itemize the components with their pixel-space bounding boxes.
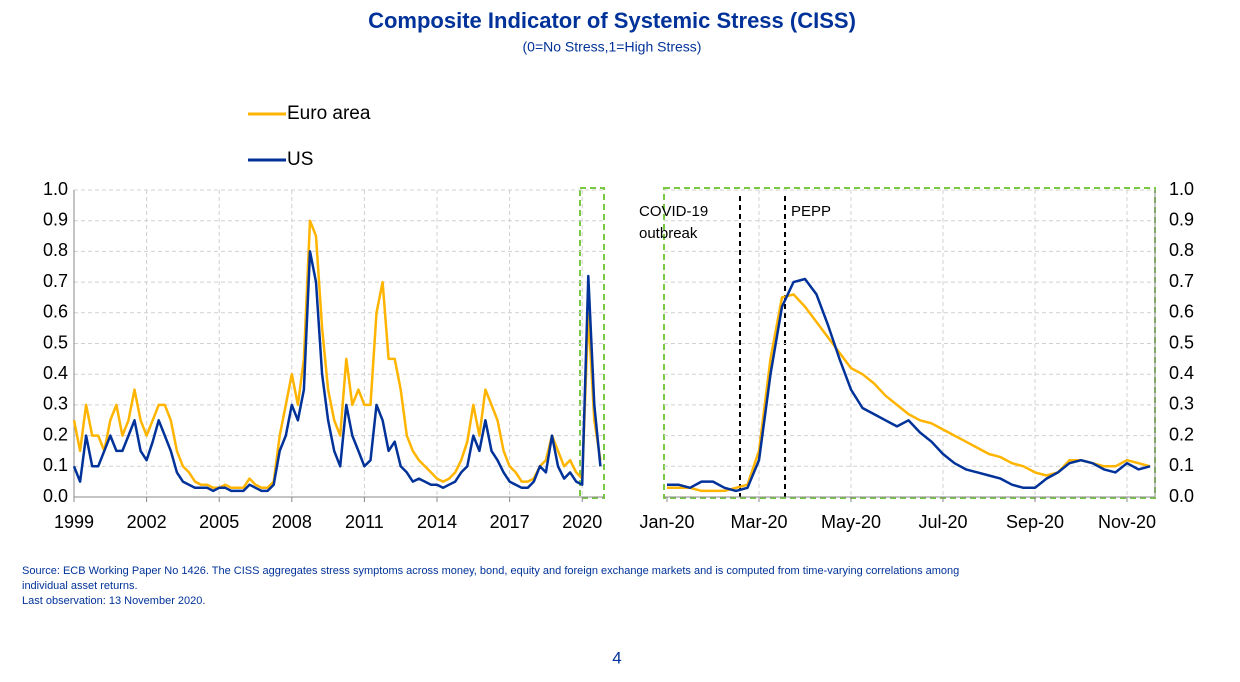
page-number: 4 xyxy=(612,648,621,667)
y-tick-label: 0.1 xyxy=(1169,455,1194,475)
legend-label: Euro area xyxy=(287,103,371,124)
y-tick-label: 0.4 xyxy=(43,363,68,383)
y-tick-label: 0.2 xyxy=(43,424,68,444)
y-tick-label: 0.6 xyxy=(1169,302,1194,322)
x-tick-label: 2008 xyxy=(272,512,312,532)
y-tick-label: 0.0 xyxy=(43,486,68,506)
x-tick-label: 1999 xyxy=(54,512,94,532)
x-tick-label: 2005 xyxy=(199,512,239,532)
y-tick-label: 0.3 xyxy=(1169,394,1194,414)
y-tick-label: 0.2 xyxy=(1169,424,1194,444)
x-tick-label: 2014 xyxy=(417,512,457,532)
x-tick-label: Nov-20 xyxy=(1098,512,1156,532)
x-tick-label: May-20 xyxy=(821,512,881,532)
x-tick-label: 2017 xyxy=(490,512,530,532)
series-line xyxy=(72,250,602,493)
x-tick-label: 2002 xyxy=(127,512,167,532)
source: Last observation: 13 November 2020. xyxy=(22,595,205,607)
y-tick-label: 0.8 xyxy=(1169,240,1194,260)
y-tick-label: 0.6 xyxy=(43,302,68,322)
y-tick-label: 0.7 xyxy=(43,271,68,291)
x-tick-label: Jan-20 xyxy=(639,512,694,532)
annotation: PEPP xyxy=(791,203,831,220)
y-tick-label: 0.0 xyxy=(1169,486,1194,506)
title: Composite Indicator of Systemic Stress (… xyxy=(368,8,856,33)
y-tick-label: 0.8 xyxy=(43,240,68,260)
annotation: outbreak xyxy=(639,225,698,242)
series-line xyxy=(667,277,1151,493)
y-tick-label: 0.9 xyxy=(43,209,68,229)
legend-label: US xyxy=(287,149,313,170)
y-tick-label: 0.5 xyxy=(1169,332,1194,352)
series-line xyxy=(72,219,602,490)
y-tick-label: 0.1 xyxy=(43,455,68,475)
x-tick-label: Mar-20 xyxy=(730,512,787,532)
x-tick-label: Jul-20 xyxy=(918,512,967,532)
y-tick-label: 0.7 xyxy=(1169,271,1194,291)
y-tick-label: 0.3 xyxy=(43,394,68,414)
x-tick-label: 2011 xyxy=(345,512,384,532)
annotation: COVID-19 xyxy=(639,203,708,220)
subtitle: (0=No Stress,1=High Stress) xyxy=(523,39,702,55)
x-tick-label: 2020 xyxy=(562,512,602,532)
y-tick-label: 0.5 xyxy=(43,332,68,352)
y-tick-label: 1.0 xyxy=(1169,179,1194,199)
source: Source: ECB Working Paper No 1426. The C… xyxy=(22,565,959,577)
x-tick-label: Sep-20 xyxy=(1006,512,1064,532)
y-tick-label: 0.9 xyxy=(1169,209,1194,229)
source: individual asset returns. xyxy=(22,580,138,592)
y-tick-label: 1.0 xyxy=(43,179,68,199)
y-tick-label: 0.4 xyxy=(1169,363,1194,383)
